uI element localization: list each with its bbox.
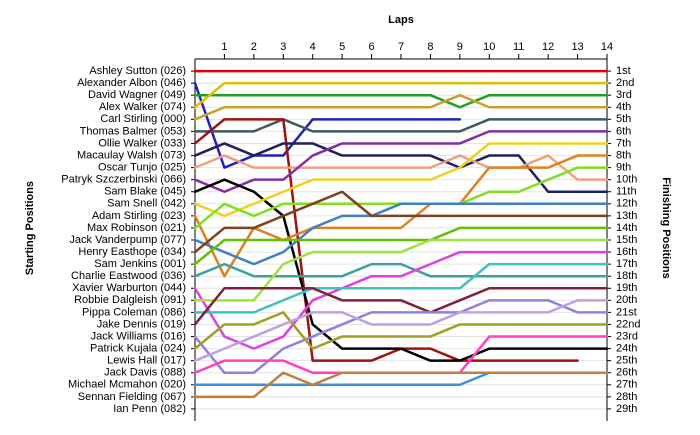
y2-tick-label: 5th [616, 113, 631, 125]
y-tick-label: Michael Mcmahon (020) [68, 379, 186, 391]
x-tick-label: 8 [427, 41, 433, 53]
y-tick-label: Thomas Balmer (053) [80, 125, 186, 137]
y-tick-label: Patryk Szczerbinski (066) [61, 174, 186, 186]
x-tick-label: 11 [513, 41, 524, 53]
x-tick-label: 5 [339, 41, 345, 53]
y2-tick-label: 14th [616, 222, 637, 234]
position-line [193, 311, 609, 350]
y2-tick-label: 6th [616, 125, 631, 137]
y2-tick-label: 18th [616, 270, 637, 282]
position-line [193, 299, 609, 374]
y2-tick-label: 2nd [616, 77, 634, 89]
position-line [193, 154, 609, 181]
y-tick-label: Jack Vanderpump (077) [69, 234, 186, 246]
y-tick-label: Patrick Kujala (024) [90, 343, 186, 355]
x-tick-label: 9 [457, 41, 463, 53]
y-tick-label: Xavier Warburton (044) [72, 282, 186, 294]
y-tick-label: Robbie Dalgleish (091) [74, 294, 186, 306]
y-tick-label: Sam Snell (042) [107, 198, 186, 210]
y-tick-label: Jack Davis (088) [104, 367, 186, 379]
x-tick-label: 2 [251, 41, 257, 53]
x-tick-label: 14 [601, 41, 613, 53]
position-line [193, 93, 609, 109]
y-tick-label: Sam Jenkins (001) [94, 258, 186, 270]
position-line [193, 371, 520, 387]
y-tick-label: Jake Dennis (019) [97, 318, 186, 330]
y-tick-label: David Wagner (049) [88, 89, 186, 101]
y2-tick-label: 1st [616, 65, 631, 77]
y2-tick-label: 24th [616, 343, 637, 355]
y2-tick-label: 8th [616, 149, 631, 161]
position-line [193, 226, 609, 266]
y2-tick-label: 21st [616, 306, 637, 318]
position-line [193, 262, 609, 314]
y-axis-label: Starting Positions [24, 181, 36, 275]
y-tick-label: Macaulay Walsh (073) [77, 149, 186, 161]
y2-tick-label: 12th [616, 198, 637, 210]
y-tick-label: Carl Stirling (000) [100, 113, 186, 125]
y2-tick-label: 9th [616, 162, 631, 174]
y2-tick-label: 16th [616, 246, 637, 258]
y2-tick-label: 15th [616, 234, 637, 246]
y-tick-label: Ashley Sutton (026) [89, 65, 186, 77]
y-tick-label: Oscar Tunjo (025) [98, 162, 186, 174]
y-tick-label: Adam Stirling (023) [92, 210, 186, 222]
position-line [193, 190, 609, 254]
y2-tick-label: 17th [616, 258, 637, 270]
y2-tick-label: 3rd [616, 89, 632, 101]
y-tick-label: Jack Williams (016) [91, 330, 186, 342]
position-line [193, 142, 609, 218]
position-line [193, 118, 609, 133]
y2-tick-label: 25th [616, 355, 637, 367]
position-line [193, 262, 609, 278]
y2-tick-label: 7th [616, 137, 631, 149]
position-line [193, 142, 609, 193]
position-line [193, 154, 609, 278]
y-tick-label: Ollie Walker (033) [98, 137, 186, 149]
y2-tick-label: 26th [616, 367, 637, 379]
y2-tick-label: 11th [616, 186, 637, 198]
y2-tick-label: 23rd [616, 330, 638, 342]
y2-tick-label: 28th [616, 391, 637, 403]
x-tick-label: 6 [369, 41, 375, 53]
x-tick-label: 12 [542, 41, 554, 53]
y-tick-label: Sam Blake (045) [104, 186, 186, 198]
position-line [193, 202, 609, 266]
y-tick-label: Sennan Fielding (067) [78, 391, 186, 403]
y2-tick-label: 20th [616, 294, 637, 306]
x-tick-label: 4 [310, 41, 316, 53]
position-line [193, 299, 609, 362]
position-line [193, 93, 609, 121]
y-tick-label: Pippa Coleman (086) [82, 306, 186, 318]
x-tick-label: 7 [398, 41, 404, 53]
x-tick-label: 10 [483, 41, 495, 53]
y-tick-label: Henry Easthope (034) [78, 246, 186, 258]
y2-tick-label: 13th [616, 210, 637, 222]
x-tick-label: 1 [221, 41, 227, 53]
y2-tick-label: 19th [616, 282, 637, 294]
x-tick-label: 13 [571, 41, 583, 53]
y2-axis-label: Finishing Positions [660, 177, 672, 278]
y-tick-label: Alex Walker (074) [99, 101, 186, 113]
position-line [193, 81, 609, 109]
x-tick-label: 3 [280, 41, 286, 53]
position-line [193, 371, 609, 399]
y2-tick-label: 29th [616, 403, 637, 415]
y2-tick-label: 22nd [616, 318, 640, 330]
position-line [193, 287, 609, 326]
position-line [193, 250, 609, 350]
position-line [193, 118, 579, 362]
position-line [193, 130, 609, 193]
y-tick-label: Alexander Albon (046) [77, 77, 186, 89]
y-tick-label: Charlie Eastwood (036) [71, 270, 186, 282]
chart-title: Laps [388, 14, 414, 26]
y2-tick-label: 27th [616, 379, 637, 391]
y2-tick-label: 10th [616, 174, 637, 186]
y-tick-label: Max Robinson (021) [87, 222, 186, 234]
y-tick-label: Ian Penn (082) [113, 403, 186, 415]
y-tick-label: Lewis Hall (017) [107, 355, 186, 367]
y2-tick-label: 4th [616, 101, 631, 113]
